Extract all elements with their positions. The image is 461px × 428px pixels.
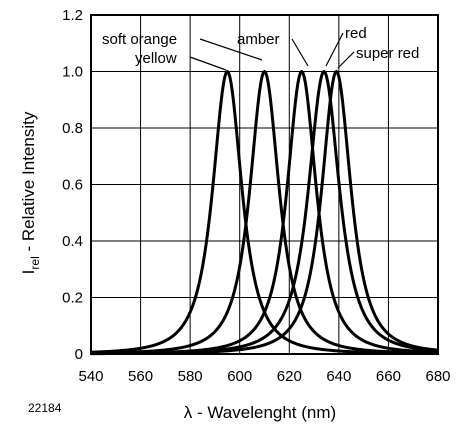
y-tick-label: 1.0 — [62, 64, 83, 81]
x-tick-label: 540 — [78, 368, 103, 385]
x-axis-ticks: 540 560 580 600 620 640 660 680 — [78, 368, 450, 385]
y-tick-label: 1.2 — [62, 7, 83, 24]
y-axis-label-main: I — [19, 270, 38, 275]
annotation-label-red: red — [345, 25, 367, 42]
x-tick-label: 680 — [425, 368, 450, 385]
series-line-amber — [90, 70, 439, 355]
x-tick-label: 600 — [227, 368, 252, 385]
annotation-leader — [337, 51, 355, 69]
x-tick-label: 620 — [277, 368, 302, 385]
y-axis-label: Irel - Relative Intensity — [19, 111, 42, 274]
x-tick-label: 660 — [376, 368, 401, 385]
y-tick-label: 0.6 — [62, 177, 83, 194]
annotation-leader — [189, 56, 227, 71]
annotation-label-super-red: super red — [356, 45, 419, 62]
plot-frame — [90, 14, 439, 355]
annotation-leader — [291, 38, 309, 67]
y-axis-ticks: 0 0.2 0.4 0.6 0.8 1.0 1.2 — [62, 7, 83, 363]
y-tick-label: 0.2 — [62, 290, 83, 307]
annotation-leader — [325, 32, 344, 67]
annotation-label-yellow: yellow — [135, 50, 177, 67]
figure-number: 22184 — [28, 401, 62, 415]
x-tick-label: 640 — [326, 368, 351, 385]
x-tick-label: 560 — [128, 368, 153, 385]
annotation-label-amber: amber — [237, 31, 280, 48]
annotation-leaders — [189, 32, 355, 71]
series-curves — [90, 70, 439, 356]
y-tick-label: 0.8 — [62, 120, 83, 137]
y-tick-label: 0.4 — [62, 233, 83, 250]
y-axis-label-subscript: rel — [28, 256, 42, 269]
annotation-label-soft-orange: soft orange — [102, 31, 177, 48]
y-tick-label: 0 — [75, 346, 83, 363]
y-axis-label-rest: - Relative Intensity — [19, 111, 38, 256]
series-annotations: soft orange yellow amber red super red — [102, 25, 419, 67]
x-tick-label: 580 — [178, 368, 203, 385]
x-axis-label: λ - Wavelenght (nm) — [184, 403, 336, 422]
annotation-leader — [199, 38, 263, 61]
